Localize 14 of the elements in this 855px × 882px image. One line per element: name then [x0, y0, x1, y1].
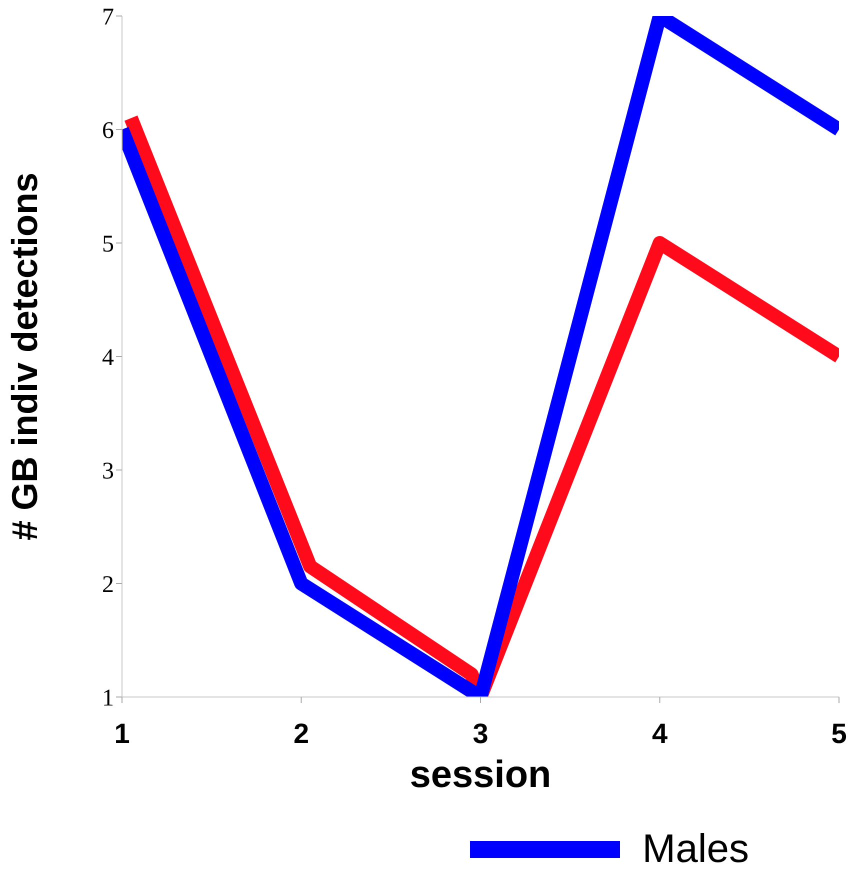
y-tick-label: 1: [102, 686, 114, 712]
y-tick-label: 3: [102, 458, 114, 485]
x-tick-label: 4: [652, 718, 668, 749]
y-tick-label: 2: [102, 572, 114, 598]
y-tick-label: 4: [102, 345, 114, 372]
y-axis-title: # GB indiv detections: [4, 172, 45, 541]
x-tick-label: 5: [831, 718, 847, 749]
y-tick-label: 6: [102, 118, 114, 144]
x-tick-label: 2: [293, 718, 310, 749]
y-tick-label: 5: [102, 232, 114, 258]
x-tick-label: 3: [472, 718, 488, 749]
y-tick-label: 7: [102, 4, 114, 31]
legend-label: Males: [642, 827, 749, 872]
x-axis-title: session: [410, 754, 552, 796]
